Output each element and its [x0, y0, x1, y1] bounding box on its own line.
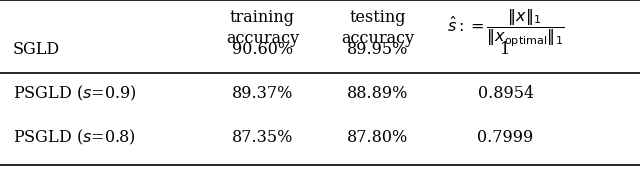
Text: testing
accuracy: testing accuracy — [341, 9, 414, 47]
Text: 0.8954: 0.8954 — [477, 85, 534, 102]
Text: training
accuracy: training accuracy — [226, 9, 299, 47]
Text: 90.60%: 90.60% — [232, 41, 293, 58]
Text: 89.37%: 89.37% — [232, 85, 293, 102]
Text: PSGLD ($s$=0.8): PSGLD ($s$=0.8) — [13, 128, 136, 147]
Text: 0.7999: 0.7999 — [477, 129, 534, 146]
Text: SGLD: SGLD — [13, 41, 60, 58]
Text: 89.95%: 89.95% — [347, 41, 408, 58]
Text: 87.80%: 87.80% — [347, 129, 408, 146]
Text: 88.89%: 88.89% — [347, 85, 408, 102]
Text: 1: 1 — [500, 41, 511, 58]
Text: 87.35%: 87.35% — [232, 129, 293, 146]
Text: $\hat{s} := \dfrac{\|x\|_1}{\|x_{\mathrm{optimal}}\|_1}$: $\hat{s} := \dfrac{\|x\|_1}{\|x_{\mathrm… — [447, 7, 564, 49]
Text: PSGLD ($s$=0.9): PSGLD ($s$=0.9) — [13, 84, 136, 103]
